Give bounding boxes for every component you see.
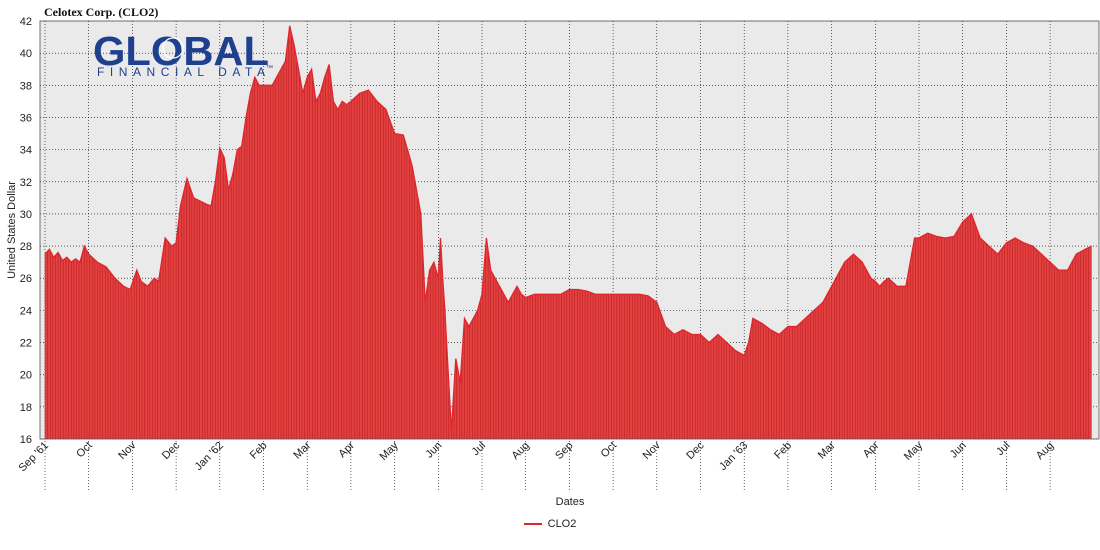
data-series — [39, 20, 1100, 440]
y-tick-label: 18 — [20, 402, 32, 414]
x-tick-label: Feb — [772, 440, 794, 462]
y-tick-label: 40 — [20, 48, 32, 60]
x-tick-label: May — [902, 439, 926, 463]
x-tick-label: Mar — [291, 439, 313, 461]
x-tick-label: May — [378, 439, 402, 463]
x-tick-label: Jul — [470, 440, 488, 458]
logo-trademark: ™ — [266, 65, 273, 72]
x-tick-label: Jan '62 — [193, 440, 226, 473]
series-area — [45, 25, 1092, 440]
globe-icon — [162, 37, 184, 59]
x-tick-label: Jun — [948, 440, 969, 461]
y-tick-label: 34 — [20, 145, 32, 157]
x-tick-label: Aug — [1034, 440, 1056, 462]
legend: CLO2 — [0, 518, 1100, 530]
y-tick-label: 24 — [20, 305, 32, 317]
x-tick-label: Nov — [641, 439, 664, 462]
x-axis: Sep '61 Oct Nov Dec Jan '62 Feb Mar Apr May Jun Ju… — [16, 439, 1056, 474]
y-tick-label: 42 — [20, 16, 32, 28]
y-tick-label: 30 — [20, 209, 32, 221]
x-tick-label: Jul — [994, 440, 1012, 458]
x-tick-label: Jan '63 — [717, 440, 750, 473]
y-tick-label: 22 — [20, 338, 32, 350]
y-tick-label: 32 — [20, 177, 32, 189]
x-tick-label: Oct — [599, 440, 620, 461]
y-tick-label: 20 — [20, 370, 32, 382]
x-tick-label: Mar — [816, 439, 838, 461]
series-line — [44, 25, 1092, 432]
chart-title: Celotex Corp. (CLO2) — [44, 5, 159, 19]
legend-label: CLO2 — [547, 518, 577, 530]
y-tick-label: 16 — [20, 434, 32, 446]
x-tick-label: Dec — [684, 439, 707, 462]
legend-swatch — [523, 523, 542, 526]
logo-wordmark: GLOBAL — [93, 28, 269, 74]
y-tick-label: 28 — [20, 241, 32, 253]
plot-frame — [39, 20, 1100, 440]
x-tick-label: Apr — [861, 439, 882, 460]
x-tick-label: Aug — [509, 440, 531, 462]
x-axis-label: Dates — [556, 496, 585, 508]
y-axis: 16 18 20 22 24 26 28 30 32 34 36 38 40 42 — [20, 16, 32, 446]
x-tick-label: Nov — [116, 439, 139, 462]
y-axis-label: United States Dollar — [6, 181, 18, 279]
y-tick-label: 26 — [20, 273, 32, 285]
x-tick-label: Sep — [553, 440, 575, 462]
x-tick-label: Jun — [423, 440, 444, 461]
y-tick-label: 36 — [20, 112, 32, 124]
x-tick-label: Oct — [74, 440, 95, 461]
x-tick-label: Dec — [160, 439, 183, 462]
x-tick-label: Apr — [336, 439, 357, 460]
y-tick-label: 38 — [20, 80, 32, 92]
x-tick-label: Feb — [248, 440, 270, 462]
